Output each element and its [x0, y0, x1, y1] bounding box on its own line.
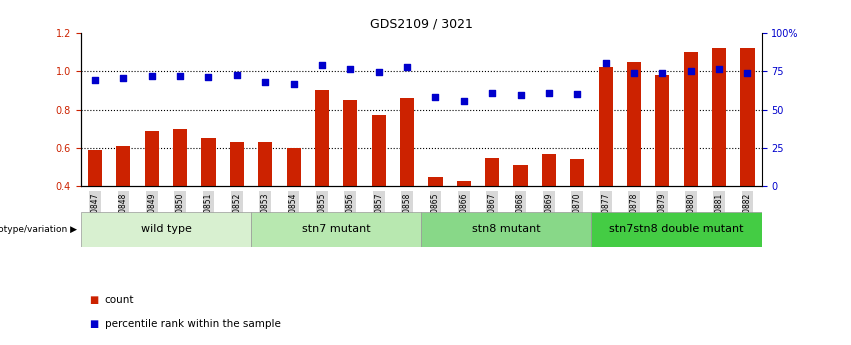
Bar: [230, 142, 244, 186]
Bar: [428, 177, 443, 186]
Text: ■: ■: [89, 319, 99, 329]
Bar: [457, 180, 471, 186]
Bar: [202, 138, 215, 186]
Bar: [88, 150, 102, 186]
Point: [712, 67, 726, 72]
Bar: [173, 129, 187, 186]
Point: [259, 79, 272, 85]
Point: [599, 61, 613, 66]
Text: stn8 mutant: stn8 mutant: [472, 225, 540, 234]
Bar: [421, 212, 591, 247]
Point: [429, 94, 443, 100]
Point: [570, 91, 584, 97]
Point: [372, 69, 386, 75]
Bar: [372, 115, 386, 186]
Bar: [343, 100, 357, 186]
Point: [174, 73, 187, 79]
Point: [485, 90, 499, 96]
Bar: [655, 75, 670, 186]
Point: [145, 73, 158, 79]
Point: [627, 70, 641, 76]
Point: [230, 72, 243, 78]
Bar: [712, 48, 726, 186]
Point: [542, 90, 556, 96]
Bar: [258, 142, 272, 186]
Bar: [145, 131, 159, 186]
Bar: [81, 212, 251, 247]
Bar: [117, 146, 130, 186]
Text: percentile rank within the sample: percentile rank within the sample: [105, 319, 281, 329]
Bar: [627, 61, 641, 186]
Point: [202, 74, 215, 80]
Text: ■: ■: [89, 295, 99, 305]
Text: stn7stn8 double mutant: stn7stn8 double mutant: [609, 225, 744, 234]
Title: GDS2109 / 3021: GDS2109 / 3021: [370, 17, 472, 30]
Bar: [513, 165, 528, 186]
Bar: [542, 154, 556, 186]
Bar: [570, 159, 585, 186]
Text: count: count: [105, 295, 134, 305]
Bar: [251, 212, 421, 247]
Point: [400, 65, 414, 70]
Point: [117, 75, 130, 81]
Point: [655, 70, 669, 76]
Bar: [400, 98, 414, 186]
Bar: [485, 158, 500, 186]
Bar: [591, 212, 762, 247]
Point: [740, 70, 754, 76]
Point: [514, 92, 528, 98]
Text: wild type: wild type: [140, 225, 191, 234]
Bar: [287, 148, 300, 186]
Text: genotype/variation ▶: genotype/variation ▶: [0, 225, 77, 234]
Point: [315, 63, 328, 68]
Bar: [598, 67, 613, 186]
Text: stn7 mutant: stn7 mutant: [302, 225, 370, 234]
Bar: [315, 90, 329, 186]
Point: [287, 81, 300, 86]
Bar: [683, 52, 698, 186]
Point: [89, 77, 102, 82]
Point: [344, 67, 357, 72]
Bar: [740, 48, 755, 186]
Point: [457, 98, 471, 104]
Point: [684, 68, 698, 74]
